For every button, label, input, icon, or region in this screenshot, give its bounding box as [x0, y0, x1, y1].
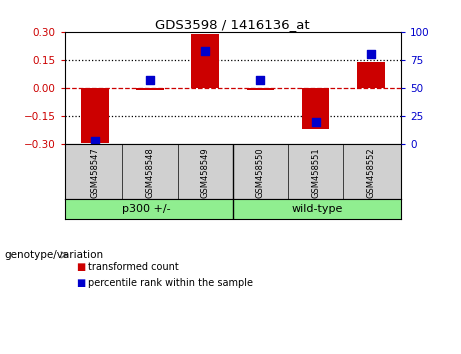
Text: genotype/variation: genotype/variation: [5, 250, 104, 260]
Text: GSM458549: GSM458549: [201, 147, 210, 198]
Text: p300 +/-: p300 +/-: [122, 205, 170, 215]
Text: GSM458548: GSM458548: [146, 147, 154, 198]
Text: GSM458550: GSM458550: [256, 147, 265, 198]
Title: GDS3598 / 1416136_at: GDS3598 / 1416136_at: [155, 18, 310, 31]
Bar: [81, 88, 109, 143]
Text: percentile rank within the sample: percentile rank within the sample: [88, 278, 253, 288]
Text: wild-type: wild-type: [291, 205, 343, 215]
Point: [312, 119, 319, 125]
Point: [201, 48, 209, 54]
Point: [146, 78, 154, 83]
Bar: [357, 62, 384, 88]
Text: GSM458552: GSM458552: [366, 147, 375, 198]
Text: ■: ■: [76, 262, 85, 272]
Text: GSM458547: GSM458547: [90, 147, 100, 198]
Bar: [136, 88, 164, 90]
Bar: [191, 34, 219, 88]
Point: [367, 52, 374, 57]
Text: transformed count: transformed count: [88, 262, 178, 272]
Point: [91, 138, 99, 144]
Bar: [302, 88, 329, 130]
Point: [257, 78, 264, 83]
Text: GSM458551: GSM458551: [311, 147, 320, 198]
Bar: [247, 88, 274, 90]
Text: ■: ■: [76, 278, 85, 288]
